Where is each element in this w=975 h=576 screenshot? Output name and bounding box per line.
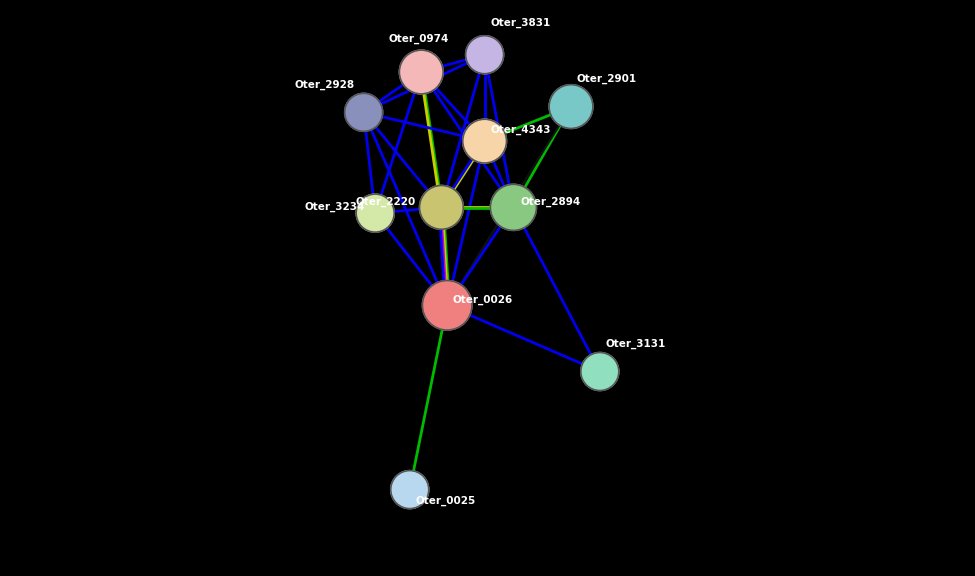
Circle shape <box>391 471 429 509</box>
Circle shape <box>419 185 463 229</box>
Circle shape <box>549 85 593 128</box>
Text: Oter_3831: Oter_3831 <box>490 18 551 28</box>
Text: Oter_2928: Oter_2928 <box>294 79 355 90</box>
Circle shape <box>422 281 472 330</box>
Text: Oter_2901: Oter_2901 <box>577 74 637 84</box>
Circle shape <box>356 194 394 232</box>
Circle shape <box>344 93 382 131</box>
Text: Oter_2894: Oter_2894 <box>521 196 580 207</box>
Circle shape <box>581 353 619 391</box>
Text: Oter_0026: Oter_0026 <box>453 294 513 305</box>
Circle shape <box>400 50 444 94</box>
Text: Oter_4343: Oter_4343 <box>490 124 551 135</box>
Text: Oter_3131: Oter_3131 <box>605 339 666 349</box>
Text: Oter_2220: Oter_2220 <box>355 196 415 207</box>
Text: Oter_0974: Oter_0974 <box>388 33 448 44</box>
Circle shape <box>466 36 504 74</box>
Text: Oter_3234: Oter_3234 <box>304 202 365 213</box>
Circle shape <box>490 184 536 230</box>
Circle shape <box>463 119 506 163</box>
Text: Oter_0025: Oter_0025 <box>415 496 476 506</box>
